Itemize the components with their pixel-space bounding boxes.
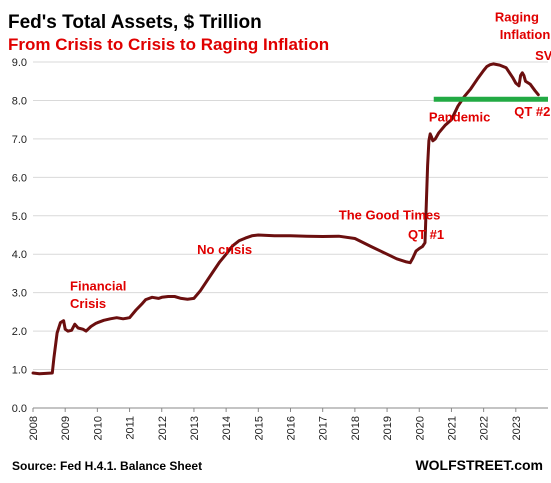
brand-label: WOLFSTREET.com [415, 457, 543, 473]
y-tick-label: 8.0 [12, 95, 27, 107]
annotation-label: SVB [535, 48, 551, 63]
chart-subtitle: From Crisis to Crisis to Raging Inflatio… [8, 35, 329, 54]
x-tick-label: 2012 [157, 416, 169, 440]
y-tick-label: 6.0 [12, 172, 27, 184]
y-tick-label: 3.0 [12, 288, 27, 300]
source-label: Source: Fed H.4.1. Balance Sheet [12, 459, 202, 473]
x-tick-label: 2015 [253, 416, 265, 440]
x-tick-label: 2014 [221, 416, 233, 440]
x-tick-label: 2020 [414, 416, 426, 440]
annotation-label: Financial [70, 279, 126, 294]
x-tick-label: 2021 [446, 416, 458, 440]
annotation-label: Inflation [500, 27, 551, 42]
x-tick-label: 2008 [28, 416, 40, 440]
x-tick-label: 2018 [350, 416, 362, 440]
y-tick-label: 0.0 [12, 403, 27, 415]
x-tick-label: 2022 [479, 416, 491, 440]
grid [33, 61, 548, 371]
y-tick-label: 1.0 [12, 365, 27, 377]
series-line [31, 62, 540, 376]
y-tick-label: 4.0 [12, 249, 27, 261]
annotation-label: QT #2 [514, 104, 550, 119]
y-tick-label: 2.0 [12, 326, 27, 338]
y-axis: 0.0 1.0 2.0 3.0 4.0 5.0 6.0 7.0 8.0 9.0 [12, 57, 27, 415]
x-tick-label: 2009 [60, 416, 72, 440]
plot-area [31, 62, 548, 376]
annotation-label: Crisis [70, 296, 106, 311]
chart-title: Fed's Total Assets, $ Trillion [8, 12, 262, 33]
x-tick-label: 2013 [189, 416, 201, 440]
annotations: Financial Crisis No crisis The Good Times QT… [70, 10, 551, 311]
annotation-label: Raging [495, 10, 539, 25]
x-tick-label: 2016 [286, 416, 298, 440]
x-tick-label: 2019 [382, 416, 394, 440]
x-tick-label: 2010 [92, 416, 104, 440]
x-tick-label: 2011 [125, 416, 137, 440]
x-axis: 2008 2009 2010 2011 2012 2013 2014 2015 2016 2017… [28, 407, 548, 440]
annotation-label: The Good Times [339, 208, 441, 223]
annotation-label: No crisis [197, 242, 252, 257]
annotation-label: Pandemic [429, 110, 490, 125]
y-tick-label: 7.0 [12, 134, 27, 146]
x-tick-label: 2017 [318, 416, 330, 440]
y-tick-label: 9.0 [12, 57, 27, 69]
x-tick-label: 2023 [511, 416, 523, 440]
annotation-label: QT #1 [408, 227, 444, 242]
y-tick-label: 5.0 [12, 211, 27, 223]
